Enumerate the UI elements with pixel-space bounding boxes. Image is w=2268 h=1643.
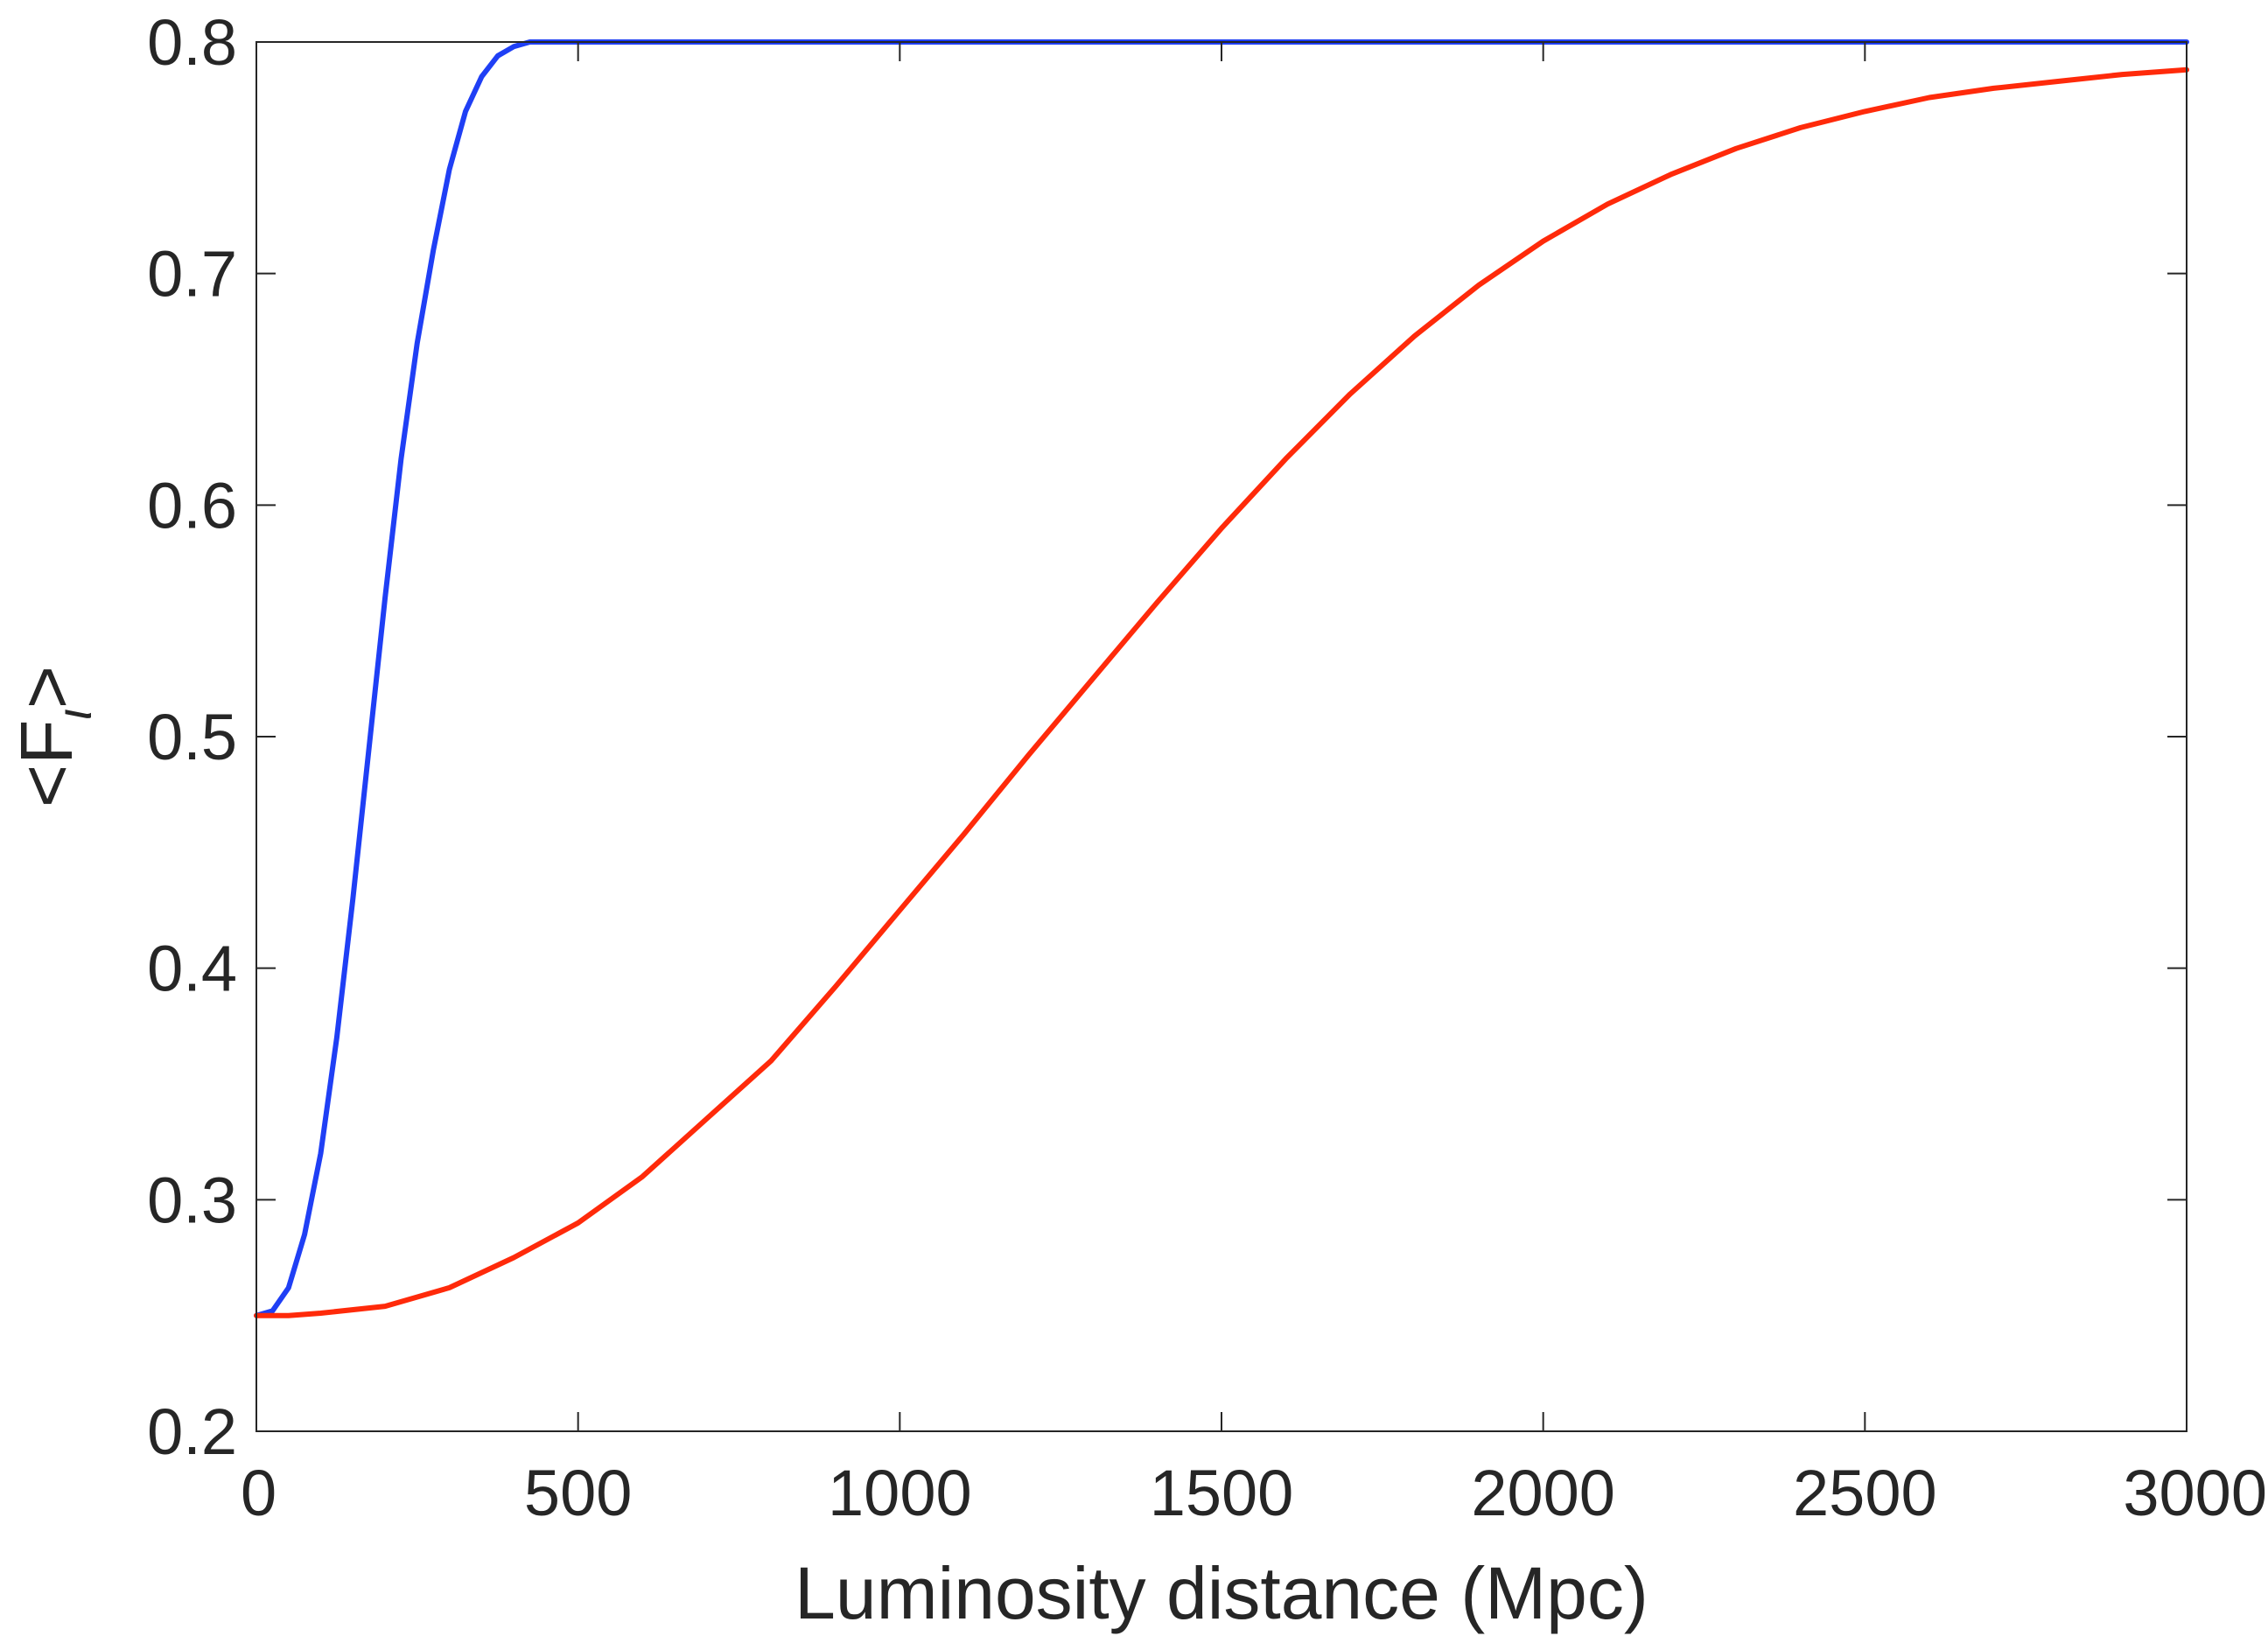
x-tick-label: 0 xyxy=(241,1457,276,1529)
y-tick-label: 0.6 xyxy=(147,469,237,542)
x-tick-label: 1000 xyxy=(828,1457,972,1529)
y-axis-title-main: <F xyxy=(5,720,88,808)
x-tick-label: 3000 xyxy=(2123,1457,2267,1529)
y-tick-label: 0.3 xyxy=(147,1164,237,1236)
tick-layer xyxy=(256,41,2188,1432)
series-line-2 xyxy=(254,66,2189,1318)
y-tick-label: 0.2 xyxy=(147,1395,237,1468)
y-axis-title-sub: ι xyxy=(46,709,102,719)
x-tick-label: 2500 xyxy=(1793,1457,1937,1529)
y-axis-title: <Fι> xyxy=(5,666,102,808)
y-tick-label: 0.5 xyxy=(147,701,237,773)
y-tick-label: 0.7 xyxy=(147,238,237,311)
tick-label-layer: 0 500 1000 1500 2000 2500 3000 0.2 0.3 0.4 0.5 0.6 0… xyxy=(147,6,2267,1529)
x-tick-label: 500 xyxy=(524,1457,632,1529)
y-tick-label: 0.8 xyxy=(147,6,237,79)
x-tick-label: 1500 xyxy=(1150,1457,1294,1529)
x-tick-label: 2000 xyxy=(1471,1457,1615,1529)
plot-background xyxy=(256,42,2187,1431)
x-axis-title: Luminosity distance (Mpc) xyxy=(794,1552,1648,1634)
y-axis-title-close: > xyxy=(5,666,88,709)
y-tick-label: 0.4 xyxy=(147,933,237,1005)
